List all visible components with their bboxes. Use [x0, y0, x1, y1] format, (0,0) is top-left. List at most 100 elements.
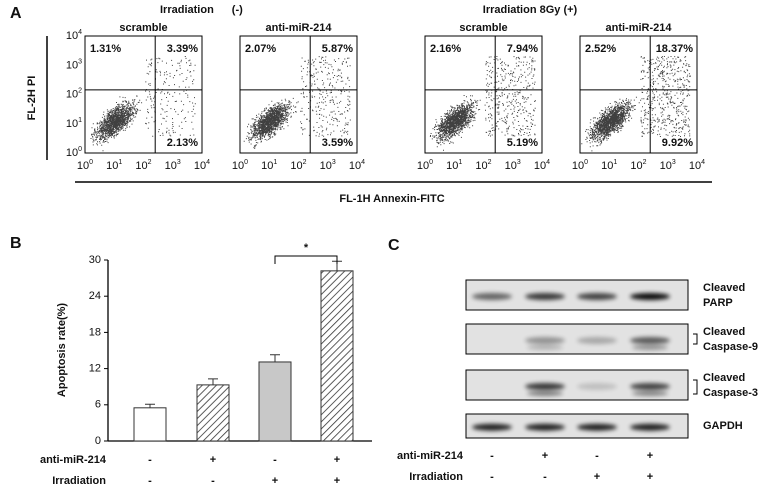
- tick-label: 103: [660, 159, 676, 172]
- tick-label: 102: [630, 159, 646, 172]
- quadrant-pct: 5.19%: [507, 137, 538, 149]
- tick-base: 10: [66, 30, 78, 42]
- tick-base: 10: [66, 147, 78, 159]
- tick-base: 10: [446, 160, 458, 172]
- y-axis-label: Apoptosis rate(%): [56, 303, 68, 397]
- sign: +: [334, 475, 340, 487]
- tick-exp: 1: [273, 159, 277, 166]
- quadrant-pct: 3.59%: [322, 137, 353, 149]
- band-label: GAPDH: [703, 420, 743, 432]
- tick-exp: 2: [78, 87, 82, 94]
- tick-exp: 2: [303, 159, 307, 166]
- quadrant-pct: 3.39%: [167, 43, 198, 55]
- tick-base: 10: [660, 160, 672, 172]
- quadrant-pct: 2.13%: [167, 137, 198, 149]
- bar: [196, 384, 230, 442]
- tick-base: 10: [475, 160, 487, 172]
- sign: +: [334, 454, 340, 466]
- blot-band: [527, 390, 563, 396]
- tick-base: 10: [572, 160, 584, 172]
- tick-base: 10: [165, 160, 177, 172]
- blot-band: [525, 337, 565, 344]
- blot-band: [577, 293, 617, 300]
- tick-exp: 4: [546, 159, 550, 166]
- tick-exp: 3: [78, 58, 82, 65]
- quadrant-pct: 9.92%: [662, 137, 693, 149]
- tick-label: 102: [135, 159, 151, 172]
- tick-exp: 0: [429, 159, 433, 166]
- tick-base: 10: [349, 160, 361, 172]
- tick-exp: 2: [148, 159, 152, 166]
- sign: -: [490, 471, 494, 483]
- quadrant-pct: 5.87%: [322, 43, 353, 55]
- scatter-dots: [581, 56, 691, 152]
- quadrant-pct: 1.31%: [90, 43, 121, 55]
- significance-bracket: [274, 255, 338, 264]
- sign: +: [647, 450, 653, 462]
- blot-band: [630, 383, 670, 390]
- blot-band: [630, 293, 670, 300]
- scatter-dots: [243, 56, 351, 149]
- quadrant-pct: 2.16%: [430, 43, 461, 55]
- band-label: PARP: [703, 297, 733, 309]
- tick-exp: 2: [643, 159, 647, 166]
- sign: +: [210, 454, 216, 466]
- tick-label: 100: [66, 146, 82, 159]
- tick-base: 10: [630, 160, 642, 172]
- scatter-dots: [429, 56, 536, 151]
- tick-label: 101: [446, 159, 462, 172]
- bracket: [693, 379, 698, 395]
- tick-exp: 4: [78, 29, 82, 36]
- tick-label: 102: [475, 159, 491, 172]
- tick-base: 10: [66, 118, 78, 130]
- blot-band: [577, 423, 617, 431]
- tick-base: 10: [320, 160, 332, 172]
- tick-label: 102: [66, 87, 82, 100]
- tick-exp: 1: [78, 117, 82, 124]
- sign: -: [148, 454, 152, 466]
- error-bar: [270, 354, 280, 362]
- blot-band: [472, 293, 512, 300]
- tick-base: 10: [261, 160, 273, 172]
- tick-label: 101: [106, 159, 122, 172]
- blot-band: [525, 293, 565, 300]
- tick-base: 10: [106, 160, 118, 172]
- y-tick-label: 6: [95, 399, 101, 411]
- sign: +: [542, 450, 548, 462]
- tick-label: 101: [261, 159, 277, 172]
- tick-label: 103: [66, 58, 82, 71]
- sign: -: [490, 450, 494, 462]
- y-tick-label: 30: [89, 254, 101, 266]
- row-label: anti-miR-214: [40, 454, 107, 466]
- tick-base: 10: [534, 160, 546, 172]
- tick-exp: 3: [672, 159, 676, 166]
- tick-exp: 4: [361, 159, 365, 166]
- band-label: Caspase-9: [703, 341, 758, 353]
- tick-label: 104: [534, 159, 550, 172]
- tick-exp: 0: [244, 159, 248, 166]
- error-bar: [145, 403, 155, 408]
- x-axis-label: FL-1H Annexin-FITC: [339, 193, 444, 205]
- tick-base: 10: [135, 160, 147, 172]
- sign: +: [272, 475, 278, 487]
- tick-label: 102: [290, 159, 306, 172]
- quadrant-pct: 2.52%: [585, 43, 616, 55]
- plot-title: anti-miR-214: [605, 22, 672, 34]
- tick-exp: 4: [206, 159, 210, 166]
- tick-label: 104: [66, 29, 82, 42]
- plot-title: scramble: [119, 22, 167, 34]
- tick-base: 10: [77, 160, 89, 172]
- tick-base: 10: [66, 88, 78, 100]
- tick-exp: 2: [488, 159, 492, 166]
- panel-label: A: [10, 5, 22, 22]
- tick-label: 103: [320, 159, 336, 172]
- blot-band: [630, 423, 670, 431]
- tick-exp: 3: [332, 159, 336, 166]
- tick-exp: 0: [584, 159, 588, 166]
- tick-exp: 0: [89, 159, 93, 166]
- y-tick-label: 24: [89, 290, 101, 302]
- blot-band: [472, 423, 512, 431]
- band-label: Cleaved: [703, 372, 745, 384]
- plot-frame: [424, 35, 543, 154]
- tick-base: 10: [505, 160, 517, 172]
